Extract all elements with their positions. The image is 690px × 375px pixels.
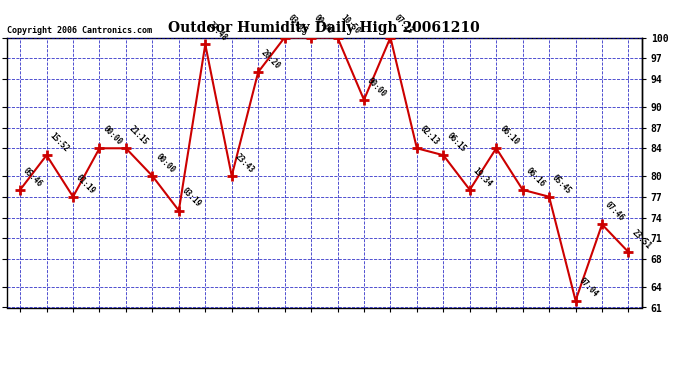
Text: 05:45: 05:45 [551,172,573,195]
Text: 05:46: 05:46 [21,166,44,188]
Text: 11/23: 11/23 [201,321,210,348]
Text: 11/18: 11/18 [68,321,77,348]
Text: 06:15: 06:15 [445,131,467,154]
Text: 07:04: 07:04 [577,276,600,299]
Text: 12/09: 12/09 [624,321,633,348]
Text: 23:43: 23:43 [233,152,256,175]
Text: 11/30: 11/30 [386,321,395,348]
Text: 20:20: 20:20 [259,48,282,71]
Text: 15:52: 15:52 [48,131,70,154]
Text: 11/27: 11/27 [306,321,315,348]
Text: 12/05: 12/05 [518,321,527,348]
Text: 00:00: 00:00 [366,76,388,98]
Text: 21:15: 21:15 [128,124,150,147]
Text: 12/06: 12/06 [544,321,553,348]
Text: 11/16: 11/16 [16,321,25,348]
Text: 11/20: 11/20 [121,321,130,348]
Text: 12/04: 12/04 [492,321,501,348]
Text: 19:34: 19:34 [471,166,494,188]
Text: 03:19: 03:19 [180,186,203,209]
Text: 11/26: 11/26 [280,321,289,348]
Text: Copyright 2006 Cantronics.com: Copyright 2006 Cantronics.com [7,26,152,35]
Text: 07:46: 07:46 [604,200,626,223]
Text: 10:50: 10:50 [339,13,362,36]
Text: 12/08: 12/08 [598,321,607,348]
Title: Outdoor Humidity Daily High 20061210: Outdoor Humidity Daily High 20061210 [168,21,480,35]
Text: 01:19: 01:19 [75,172,97,195]
Text: 12/01: 12/01 [413,321,422,348]
Text: 00:00: 00:00 [154,152,177,175]
Text: 00:00: 00:00 [313,13,335,36]
Text: 11/19: 11/19 [95,321,104,348]
Text: 11/24: 11/24 [227,321,236,348]
Text: 06:16: 06:16 [524,166,546,188]
Text: 11/28: 11/28 [333,321,342,348]
Text: 11/29: 11/29 [359,321,368,348]
Text: 02:13: 02:13 [418,124,441,147]
Text: 06:10: 06:10 [497,124,520,147]
Text: 11/17: 11/17 [42,321,51,348]
Text: 11/25: 11/25 [254,321,263,348]
Text: 12/03: 12/03 [465,321,474,348]
Text: 22:48: 22:48 [207,20,229,43]
Text: 11/21: 11/21 [148,321,157,348]
Text: 11/22: 11/22 [175,321,184,348]
Text: 03:05: 03:05 [286,13,308,36]
Text: 07:23: 07:23 [392,13,415,36]
Text: 23:51: 23:51 [630,228,653,251]
Text: 12/02: 12/02 [439,321,448,348]
Text: 00:00: 00:00 [101,124,124,147]
Text: 12/07: 12/07 [571,321,580,348]
